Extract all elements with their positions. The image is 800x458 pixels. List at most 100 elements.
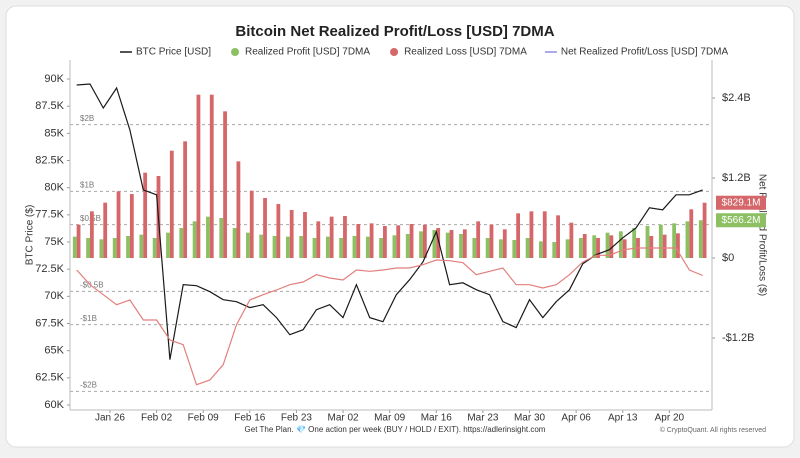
bar (103, 202, 108, 258)
bar (166, 232, 170, 258)
bar (365, 236, 370, 258)
y-tick-label: 90K (44, 73, 64, 85)
value-label: $566.2M (722, 215, 761, 226)
bar (525, 238, 530, 258)
bar (396, 225, 401, 258)
bar (502, 229, 507, 258)
x-tick-label: Jan 26 (95, 413, 125, 424)
value-badge (716, 195, 766, 210)
bar (698, 220, 703, 258)
bar (129, 194, 134, 258)
bar (276, 204, 281, 258)
bar (246, 232, 250, 258)
credit: © CryptoQuant. All rights reserved (660, 426, 766, 434)
y-axis-label: BTC Price ($) (25, 205, 36, 266)
reference-label: -$0.5B (80, 280, 104, 289)
bar (329, 216, 334, 258)
bar (316, 221, 321, 258)
bar (422, 224, 427, 258)
bar (206, 216, 210, 258)
y-tick-label: 77.5K (35, 209, 64, 221)
bar (236, 161, 241, 258)
reference-label: -$2B (80, 380, 97, 389)
bar (645, 226, 650, 258)
bar (516, 213, 521, 258)
bar (76, 224, 81, 258)
bar (689, 209, 694, 258)
x-tick-label: Apr 13 (608, 413, 638, 424)
x-tick-label: Apr 20 (655, 413, 685, 424)
bar (552, 242, 557, 258)
legend-label: Realized Loss [USD] 7DMA (404, 47, 527, 58)
bar (299, 236, 304, 258)
bar (259, 234, 264, 258)
bar (223, 111, 227, 258)
legend-label: BTC Price [USD] (136, 47, 211, 58)
bar (476, 221, 481, 258)
line (76, 83, 703, 360)
y-tick-label: 85K (44, 127, 64, 139)
bar (485, 238, 490, 258)
bar (325, 236, 330, 258)
value-label: $829.1M (722, 197, 761, 208)
bar (209, 94, 214, 259)
y2-tick-label: -$1.2B (722, 332, 754, 344)
bar (582, 234, 587, 258)
legend-label: Net Realized Profit/Loss [USD] 7DMA (561, 47, 729, 58)
bar (462, 229, 467, 258)
legend-label: Realized Profit [USD] 7DMA (245, 47, 370, 58)
y-tick-label: 75K (44, 236, 64, 248)
bar (183, 141, 188, 258)
bar (676, 233, 680, 258)
y-tick-label: 62.5K (35, 372, 64, 384)
bar (249, 190, 254, 258)
bar (632, 228, 637, 258)
reference-label: -$1B (80, 314, 97, 323)
bar (89, 211, 94, 258)
bar (263, 198, 267, 258)
bar (303, 212, 307, 258)
y-tick-label: 80K (44, 182, 64, 194)
x-tick-label: Feb 09 (188, 413, 220, 424)
bar (72, 236, 77, 258)
bar (672, 223, 677, 258)
bar (112, 238, 117, 258)
bar (542, 211, 547, 258)
y2-tick-label: $0 (722, 252, 734, 264)
bar (556, 215, 560, 258)
bar (369, 223, 374, 258)
bar (179, 228, 184, 258)
bar (192, 221, 197, 258)
y2-axis-label: Net Realized Profit/Loss ($) (756, 174, 767, 296)
chart-title: Bitcoin Net Realized Profit/Loss [USD] 7… (235, 23, 554, 40)
bar (232, 228, 237, 258)
bar (649, 236, 654, 258)
x-tick-label: Mar 02 (327, 413, 359, 424)
bar (379, 238, 384, 258)
bar (352, 236, 357, 258)
bar (432, 230, 437, 258)
bar (569, 222, 574, 258)
x-tick-label: Mar 23 (467, 413, 499, 424)
x-tick-label: Feb 02 (141, 413, 173, 424)
bar (356, 224, 361, 258)
bar (126, 236, 130, 258)
x-tick-label: Feb 16 (234, 413, 266, 424)
bar (405, 234, 410, 258)
bar (196, 94, 201, 259)
bar (592, 235, 597, 258)
reference-label: $2B (80, 114, 94, 123)
legend-swatch (390, 48, 399, 56)
x-tick-label: Mar 30 (514, 413, 546, 424)
y-tick-label: 72.5K (35, 263, 64, 275)
bar (339, 238, 344, 258)
bar (139, 234, 144, 258)
y-tick-label: 87.5K (35, 100, 64, 112)
y-tick-label: 70K (44, 290, 64, 302)
bar (99, 239, 104, 258)
x-tick-label: Feb 23 (281, 413, 313, 424)
bar (272, 236, 277, 258)
bar (392, 235, 397, 258)
